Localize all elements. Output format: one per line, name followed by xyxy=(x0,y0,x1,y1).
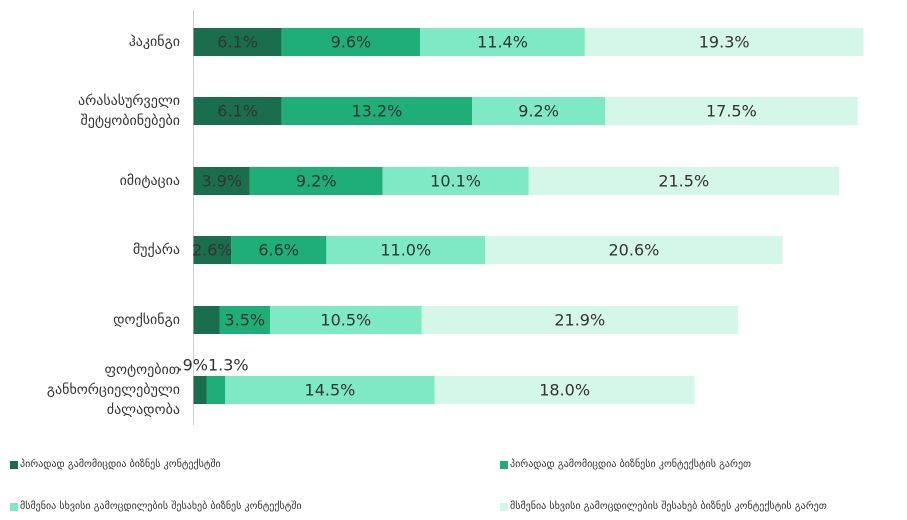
legend-item: პირადად გამომიცდია ბიზნესი კონტექსტის გა… xyxy=(500,459,751,470)
bar-segment xyxy=(382,167,529,195)
legend-label: პირადად გამომიცდია ბიზნეს კონტექსტში xyxy=(20,459,221,470)
data-label: 10.1% xyxy=(430,172,481,191)
legend-label: მსმენია სხვისი გამოცდილების შესახებ ბიზნ… xyxy=(20,501,302,512)
legend-swatch xyxy=(500,460,508,469)
data-label: 3.9% xyxy=(201,172,242,191)
data-label: 21.9% xyxy=(554,311,605,330)
bar-segment xyxy=(193,306,220,334)
data-label: 9.2% xyxy=(518,102,559,121)
bar-segment xyxy=(584,28,864,56)
category-label: ჰაკინგი xyxy=(128,34,180,50)
bar-segment xyxy=(420,28,585,56)
bar-segment xyxy=(193,97,282,125)
data-label: .9% xyxy=(178,356,208,375)
bar-segment xyxy=(472,97,606,125)
bar-segment xyxy=(326,236,486,264)
data-label: 19.3% xyxy=(699,33,750,52)
bar-segment xyxy=(231,236,327,264)
bar-segment xyxy=(270,306,422,334)
legend-label: პირადად გამომიცდია ბიზნესი კონტექსტის გა… xyxy=(510,459,752,470)
bar-segment xyxy=(528,167,839,195)
data-label: 14.5% xyxy=(305,381,356,400)
bar-segment xyxy=(605,97,858,125)
bar-segment xyxy=(193,167,250,195)
bar-segment xyxy=(434,376,695,404)
data-label: 18.0% xyxy=(539,381,590,400)
bar-segment xyxy=(485,236,783,264)
data-label: 6.1% xyxy=(217,33,258,52)
data-label: 6.1% xyxy=(217,102,258,121)
bar-segment xyxy=(249,167,383,195)
legend-swatch xyxy=(500,502,508,511)
data-label: 11.0% xyxy=(380,241,431,260)
bar-segment xyxy=(225,376,435,404)
data-label: 21.5% xyxy=(658,172,709,191)
data-label: 3.5% xyxy=(224,311,265,330)
data-label: 11.4% xyxy=(477,33,528,52)
category-label: ფოტოებით განხორციელებული ძალადობა xyxy=(46,362,180,418)
category-label: იმიტაცია xyxy=(119,173,180,189)
data-label: 9.6% xyxy=(331,33,372,52)
bar-segment xyxy=(219,306,271,334)
legend-item: მსმენია სხვისი გამოცდილების შესახებ ბიზნ… xyxy=(500,501,827,512)
legend-swatch xyxy=(10,502,18,511)
legend-item: პირადად გამომიცდია ბიზნეს კონტექსტში xyxy=(10,459,221,470)
bar-segment xyxy=(421,306,738,334)
category-label: არასასურველი შეტყობინებები xyxy=(78,93,180,129)
bar-segment xyxy=(193,236,232,264)
legend-swatch xyxy=(10,460,18,469)
data-label: 20.6% xyxy=(609,241,660,260)
legend-item: მსმენია სხვისი გამოცდილების შესახებ ბიზნ… xyxy=(10,501,302,512)
category-label: მუქარა xyxy=(132,242,180,258)
data-label: 2.6% xyxy=(192,241,233,260)
legend-label: მსმენია სხვისი გამოცდილების შესახებ ბიზნ… xyxy=(510,501,827,512)
bar-segment xyxy=(193,28,282,56)
data-label: 9.2% xyxy=(296,172,337,191)
data-label: 17.5% xyxy=(706,102,757,121)
bar-segment xyxy=(281,28,421,56)
bar-segment xyxy=(206,376,226,404)
data-label: 6.6% xyxy=(258,241,299,260)
data-label: 13.2% xyxy=(351,102,402,121)
data-label: 1.3% xyxy=(208,356,249,375)
bar-segment xyxy=(281,97,473,125)
category-label: დოქსინგი xyxy=(113,312,180,328)
data-label: 10.5% xyxy=(320,311,371,330)
bar-segment xyxy=(193,376,207,404)
